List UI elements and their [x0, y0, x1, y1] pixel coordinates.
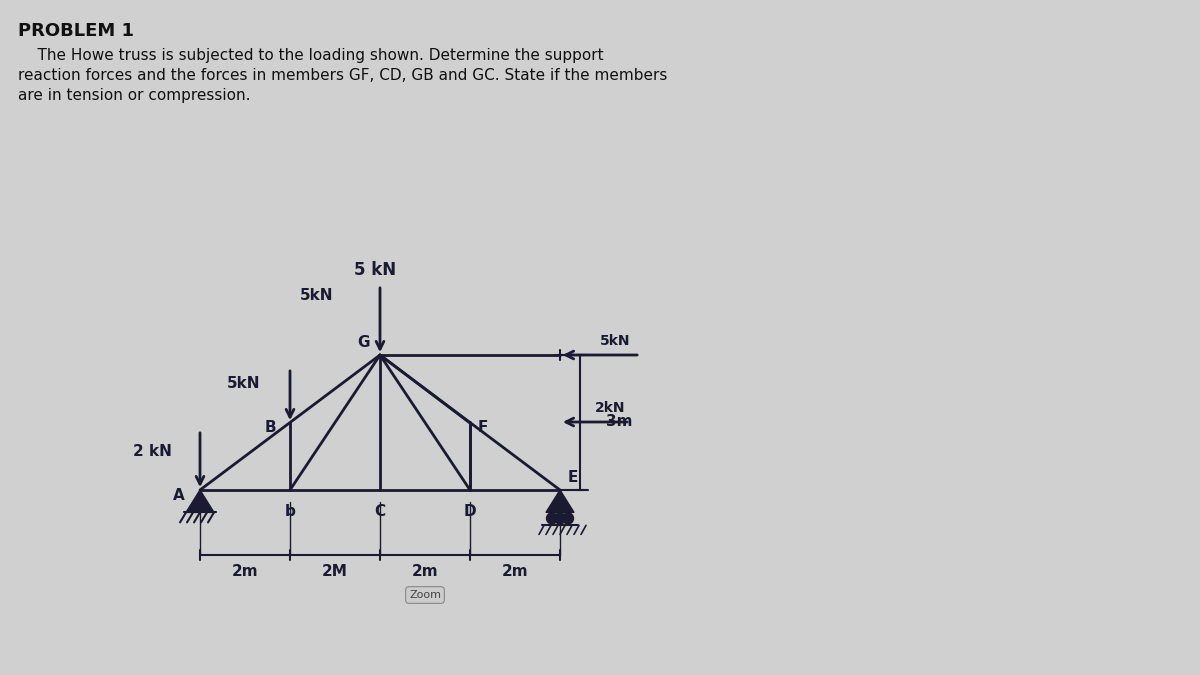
Text: 2M: 2M: [322, 564, 348, 578]
Text: 2kN: 2kN: [595, 401, 625, 415]
Text: 2m: 2m: [502, 564, 528, 578]
Circle shape: [563, 513, 574, 524]
Text: A: A: [173, 487, 185, 502]
Text: 2m: 2m: [232, 564, 258, 578]
Text: b: b: [284, 504, 295, 519]
Polygon shape: [546, 490, 574, 512]
Text: D: D: [463, 504, 476, 519]
Text: The Howe truss is subjected to the loading shown. Determine the support: The Howe truss is subjected to the loadi…: [18, 48, 604, 63]
Text: PROBLEM 1: PROBLEM 1: [18, 22, 134, 40]
Text: reaction forces and the forces in members GF, CD, GB and GC. State if the member: reaction forces and the forces in member…: [18, 68, 667, 83]
Text: 5kN: 5kN: [227, 375, 260, 391]
Polygon shape: [186, 490, 214, 512]
Text: C: C: [374, 504, 385, 519]
Text: E: E: [568, 470, 578, 485]
Text: Zoom: Zoom: [409, 590, 442, 600]
Text: 5kN: 5kN: [300, 288, 334, 302]
Text: B: B: [264, 421, 276, 435]
Text: 2m: 2m: [412, 564, 438, 578]
Text: 5kN: 5kN: [600, 334, 630, 348]
Circle shape: [546, 513, 558, 524]
Text: 2 kN: 2 kN: [133, 445, 172, 460]
Text: G: G: [358, 335, 370, 350]
Text: 3m: 3m: [606, 414, 632, 429]
Text: 5 kN: 5 kN: [354, 261, 396, 279]
Text: are in tension or compression.: are in tension or compression.: [18, 88, 251, 103]
Text: F: F: [478, 419, 488, 435]
Circle shape: [554, 513, 565, 524]
